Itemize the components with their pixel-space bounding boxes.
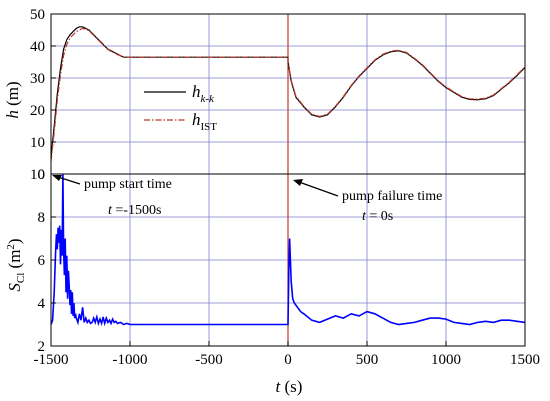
bottom-ytick-label: 4 [38, 296, 46, 312]
annotation-failure-line2: t = 0s [362, 209, 393, 224]
top-ytick-label: 30 [30, 71, 45, 87]
xtick-label: -1500 [34, 352, 69, 368]
legend-label-hkk: hk-k [192, 82, 215, 105]
annotation-arrow-start-shaft [57, 176, 81, 185]
xtick-label: 500 [356, 352, 379, 368]
top-ylabel: h (m) [3, 81, 22, 118]
xtick-label: -500 [195, 352, 223, 368]
annotation-start-line2: t =-1500s [108, 203, 161, 218]
annotation-failure-line1: pump failure time [342, 189, 442, 204]
bottom-ytick-label: 2 [38, 339, 46, 355]
top-ytick-label: 50 [30, 7, 45, 23]
xtick-label: 1500 [510, 352, 540, 368]
x-axis-label: t (s) [276, 377, 303, 396]
annotation-start-line1: pump start time [84, 177, 172, 192]
xtick-label: -1000 [113, 352, 148, 368]
bottom-ytick-label: 10 [30, 167, 45, 183]
annotation-arrow-failure-head [293, 179, 303, 186]
bottom-ytick-label: 6 [38, 253, 46, 269]
series-layer [50, 26, 526, 327]
annotation-pump-start: pump start time t =-1500s [52, 175, 172, 218]
top-ytick-label: 0 [38, 167, 46, 183]
annotation-pump-failure: pump failure time t = 0s [293, 179, 442, 224]
bottom-ytick-label: 8 [38, 210, 46, 226]
bottom-ylabel: SCl (m2) [5, 238, 27, 291]
top-ytick-label: 10 [30, 135, 45, 151]
xtick-label: 1000 [431, 352, 461, 368]
top-series-0-line [50, 26, 526, 159]
top-ytick-label: 20 [30, 103, 45, 119]
xtick-label: 0 [284, 352, 292, 368]
top-series-1-line [50, 27, 526, 162]
legend: hk-k hIST [144, 82, 217, 133]
annotation-arrow-failure-shaft [298, 181, 339, 197]
top-ytick-label: 40 [30, 39, 45, 55]
legend-label-hist: hIST [192, 110, 217, 133]
bottom-series-0-line [50, 173, 526, 327]
annotation-arrow-start-head [52, 175, 62, 181]
